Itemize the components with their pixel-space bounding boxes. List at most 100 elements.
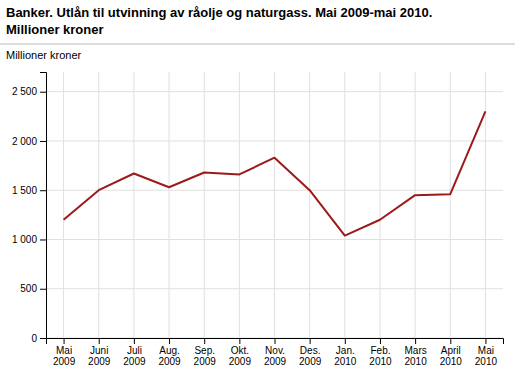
tick-label: Des.2009	[299, 345, 322, 367]
y-axis-label: Millioner kroner	[6, 49, 82, 61]
tick: Juli2009	[123, 338, 146, 367]
tick-label-line: Mars	[404, 345, 426, 356]
tick-label-line: Des.	[300, 345, 321, 356]
tick-label-line: Feb.	[370, 345, 390, 356]
tick-label-line: 2009	[194, 356, 217, 367]
tick-label: Sep.2009	[194, 345, 217, 367]
tick-mark	[40, 239, 46, 240]
subtitle: Millioner kroner	[6, 22, 104, 37]
tick-label: 2 000	[12, 136, 37, 147]
tick-mark	[275, 338, 276, 344]
tick-label: 1 500	[12, 185, 37, 196]
tick-mark	[40, 92, 46, 93]
tick: Des.2009	[299, 338, 322, 367]
tick-label: Mai2009	[53, 345, 76, 367]
tick-label-line: 2010	[334, 356, 357, 367]
tick-mark	[204, 338, 205, 344]
tick: Aug.2009	[158, 338, 181, 367]
tick: Mai2010	[475, 338, 498, 367]
tick-mark	[134, 338, 135, 344]
tick-label-line: Aug.	[159, 345, 180, 356]
grid	[46, 72, 503, 338]
tick-label: Juni2009	[88, 345, 111, 367]
tick: Mars2010	[404, 338, 427, 367]
tick-label: Nov.2009	[264, 345, 287, 367]
tick-mark	[380, 338, 381, 344]
tick-label-line: Jan.	[336, 345, 355, 356]
tick: 2 500	[12, 86, 46, 97]
tick-mark	[310, 338, 311, 344]
x-axis: Mai2009Juni2009Juli2009Aug.2009Sep.2009O…	[47, 338, 504, 367]
tick-label-line: Mai	[478, 345, 494, 356]
grid-line	[309, 72, 310, 338]
tick: 2 000	[12, 136, 46, 147]
tick-label-line: 2010	[475, 356, 498, 367]
chart: Banker. Utlån til utvinning av råolje og…	[0, 0, 515, 378]
grid-line	[98, 72, 99, 338]
tick-label: 1 000	[12, 234, 37, 245]
tick: 1 500	[12, 185, 46, 196]
tick-label-line: Sep.	[194, 345, 215, 356]
axis-line	[47, 339, 504, 345]
tick-mark	[169, 338, 170, 344]
tick-label-line: Nov.	[265, 345, 285, 356]
grid-line	[133, 72, 134, 338]
tick-label: Okt.2009	[229, 345, 252, 367]
tick-mark	[239, 338, 240, 344]
grid-line	[204, 72, 205, 338]
tick: April2010	[440, 338, 463, 367]
grid-line	[344, 72, 345, 338]
tick-mark	[40, 190, 46, 191]
tick-label-line: 2009	[158, 356, 181, 367]
separator	[0, 44, 515, 45]
tick-mark	[450, 338, 451, 344]
tick-label: Aug.2009	[158, 345, 181, 367]
tick-label-line: 2009	[53, 356, 76, 367]
tick-label-line: 2010	[369, 356, 392, 367]
tick-mark	[99, 338, 100, 344]
tick: Mai2009	[53, 338, 76, 367]
tick-label-line: Juni	[90, 345, 108, 356]
title: Banker. Utlån til utvinning av råolje og…	[6, 5, 432, 20]
tick: Feb.2010	[369, 338, 392, 367]
line	[64, 111, 486, 235]
grid-line	[415, 72, 416, 338]
grid-line	[239, 72, 240, 338]
tick-mark	[40, 338, 46, 339]
tick-label: April2010	[440, 345, 463, 367]
tick: 500	[20, 283, 46, 294]
tick-mark	[415, 338, 416, 344]
tick-label-line: Mai	[56, 345, 72, 356]
tick: Sep.2009	[194, 338, 217, 367]
tick-label: Mars2010	[404, 345, 427, 367]
tick: Nov.2009	[264, 338, 287, 367]
tick: Jan.2010	[334, 338, 357, 367]
tick: Okt.2009	[229, 338, 252, 367]
tick-label-line: 2010	[440, 356, 463, 367]
tick-mark	[64, 338, 65, 344]
grid-line	[450, 72, 451, 338]
axis-line	[40, 73, 47, 339]
grid-line	[274, 72, 275, 338]
tick: 1 000	[12, 234, 46, 245]
tick-label-line: 2009	[229, 356, 252, 367]
tick: 0	[31, 333, 46, 344]
tick-label: 500	[20, 283, 37, 294]
tick-label: 0	[31, 333, 37, 344]
tick-mark	[40, 289, 46, 290]
tick-label-line: Juli	[127, 345, 142, 356]
tick-label-line: 2009	[123, 356, 146, 367]
tick-label-line: 2009	[88, 356, 111, 367]
tick-label: Mai2010	[475, 345, 498, 367]
tick-label-line: Okt.	[231, 345, 249, 356]
grid-line	[379, 72, 380, 338]
tick-label-line: 2010	[404, 356, 427, 367]
tick-label-line: 2009	[299, 356, 322, 367]
tick-label: Feb.2010	[369, 345, 392, 367]
tick-label: 2 500	[12, 86, 37, 97]
grid-line	[169, 72, 170, 338]
tick-mark	[40, 141, 46, 142]
tick-mark	[485, 338, 486, 344]
tick-mark	[345, 338, 346, 344]
tick-label: Juli2009	[123, 345, 146, 367]
